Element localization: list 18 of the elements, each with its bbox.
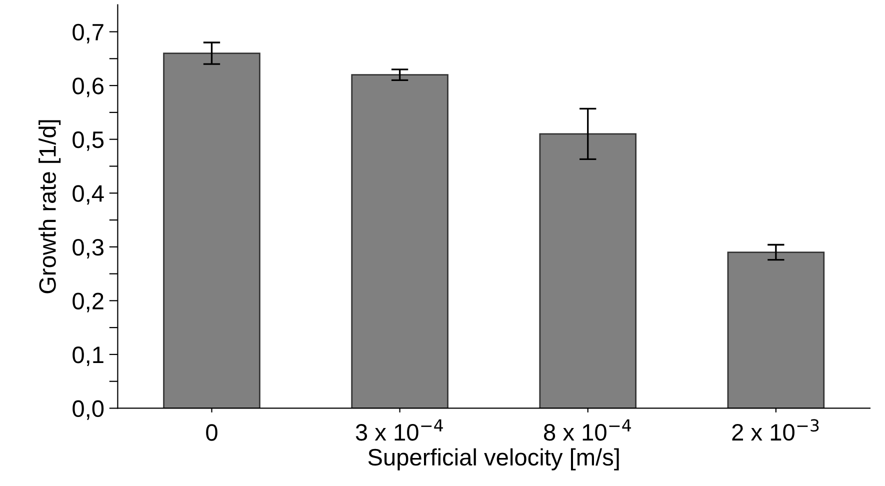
bar: [727, 252, 825, 408]
x-tick-label: 0: [206, 424, 218, 441]
y-tick-label: 0,5: [72, 131, 104, 151]
y-tick-label: 0,6: [72, 78, 104, 98]
x-tick-label: 3 x 10$^{−4}$: [356, 419, 443, 441]
y-axis-title: Growth rate [1/d]: [38, 120, 61, 294]
x-tick-label: 2 x 10$^{−3}$: [732, 419, 819, 441]
y-tick-label: 0,7: [72, 24, 104, 44]
y-tick-label: 0,3: [72, 238, 104, 258]
x-tick-label: 8 x 10$^{−4}$: [544, 419, 631, 441]
y-tick-label: 0,4: [72, 185, 104, 205]
bar: [163, 52, 260, 408]
y-tick-label: 0,1: [72, 346, 104, 366]
bar: [539, 133, 637, 408]
x-axis-title: Superficial velocity [m/s]: [368, 448, 619, 470]
bar: [351, 74, 448, 408]
y-tick-label: 0,2: [72, 292, 104, 312]
y-tick-label: 0,0: [72, 400, 104, 420]
